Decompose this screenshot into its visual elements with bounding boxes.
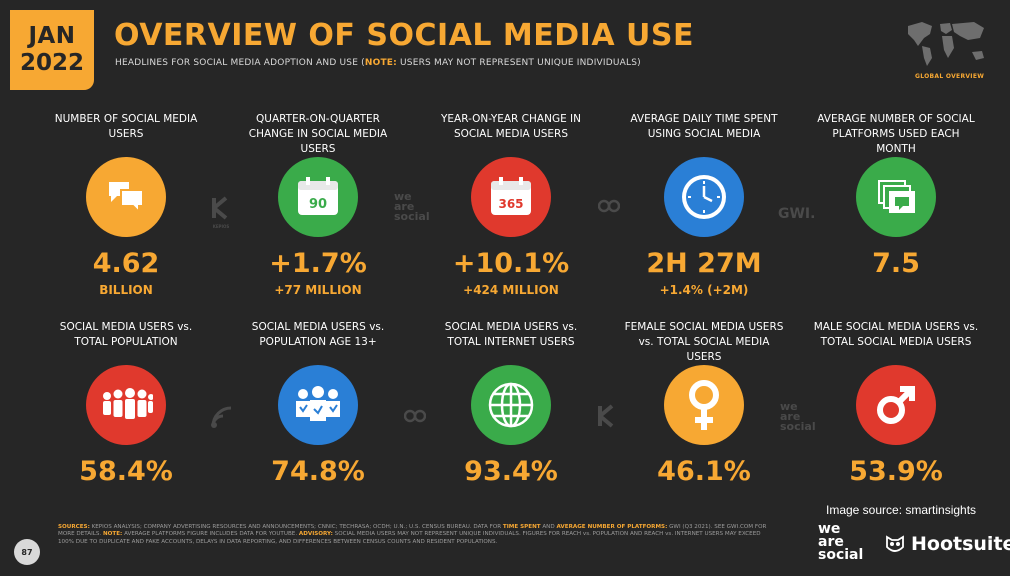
stat-label: SOCIAL MEDIA USERS vs. POPULATION AGE 13… bbox=[251, 321, 385, 348]
stat-male-users: MALE SOCIAL MEDIA USERS vs. TOTAL SOCIAL… bbox=[810, 320, 982, 487]
time-spent-label: TIME SPENT bbox=[502, 524, 541, 530]
stat-label: AVERAGE DAILY TIME SPENT USING SOCIAL ME… bbox=[630, 113, 778, 140]
sources-text: SOURCES: KEPIOS ANALYSIS; COMPANY ADVERT… bbox=[58, 524, 778, 546]
gwi-watermark: GWI. bbox=[778, 206, 816, 222]
avg-number-label: AVERAGE NUMBER OF PLATFORMS: bbox=[556, 524, 668, 530]
stat-social-media-users: NUMBER OF SOCIAL MEDIA USERS 4.62 BILLIO… bbox=[40, 112, 212, 297]
subtitle-note: NOTE: bbox=[364, 58, 397, 68]
world-map-icon bbox=[908, 22, 984, 66]
date-year: 2022 bbox=[19, 50, 84, 76]
stat-value: 74.8% bbox=[271, 456, 365, 487]
section-label: GLOBAL OVERVIEW bbox=[915, 73, 985, 80]
sources-body: KEPIOS ANALYSIS; COMPANY ADVERTISING RES… bbox=[91, 524, 502, 530]
subtitle-pre: HEADLINES FOR SOCIAL MEDIA ADOPTION AND … bbox=[115, 58, 365, 68]
gwi-text: GWI (Q3 2021). SEE GWI.COM FOR MORE DETA… bbox=[58, 524, 767, 538]
calendar-365-icon: 365 bbox=[471, 157, 551, 237]
stat-sub: +77 MILLION bbox=[274, 283, 362, 297]
stat-value: 58.4% bbox=[79, 456, 173, 487]
note-text: AVERAGE PLATFORMS FIGURE INCLUDES DATA F… bbox=[124, 531, 298, 538]
stacked-windows-icon bbox=[856, 157, 936, 237]
we-are-social-watermark: we are social bbox=[394, 190, 430, 223]
calendar-number: 90 bbox=[309, 197, 327, 212]
date-badge: JAN 2022 bbox=[10, 10, 94, 90]
we-are-social-logo: we are social bbox=[818, 521, 864, 563]
stat-vs-population-13: SOCIAL MEDIA USERS vs. POPULATION AGE 13… bbox=[232, 320, 404, 487]
stat-year-change: YEAR-ON-YEAR CHANGE IN SOCIAL MEDIA USER… bbox=[425, 112, 597, 297]
stat-value: 2H 27M bbox=[646, 248, 762, 279]
we-are-social-watermark: we are social bbox=[780, 400, 816, 433]
clock-icon bbox=[664, 157, 744, 237]
and-text: AND bbox=[542, 524, 555, 530]
stat-label: SOCIAL MEDIA USERS vs. TOTAL POPULATION bbox=[59, 321, 193, 348]
stat-label: SOCIAL MEDIA USERS vs. TOTAL INTERNET US… bbox=[444, 321, 578, 348]
stat-vs-internet-users: SOCIAL MEDIA USERS vs. TOTAL INTERNET US… bbox=[425, 320, 597, 487]
stat-sub: BILLION bbox=[99, 283, 153, 297]
date-month: JAN bbox=[28, 23, 76, 49]
signal-watermark-icon bbox=[211, 406, 232, 428]
hootsuite-owl-watermark bbox=[404, 409, 426, 423]
advisory-text: SOCIAL MEDIA USERS MAY NOT REPRESENT UNI… bbox=[58, 531, 761, 545]
hootsuite-logo: Hootsuite bbox=[884, 533, 1010, 555]
subtitle-post: USERS MAY NOT REPRESENT UNIQUE INDIVIDUA… bbox=[396, 58, 641, 68]
stat-sub: +1.4% (+2M) bbox=[659, 283, 749, 297]
sources-label: SOURCES: bbox=[58, 524, 90, 530]
page-title: OVERVIEW OF SOCIAL MEDIA USE bbox=[114, 18, 694, 53]
stat-label: AVERAGE NUMBER OF SOCIAL PLATFORMS USED … bbox=[817, 113, 975, 155]
crowd-icon bbox=[86, 365, 166, 445]
stat-value: 53.9% bbox=[849, 456, 943, 487]
chat-bubbles-icon bbox=[86, 157, 166, 237]
calendar-number: 365 bbox=[498, 197, 523, 211]
calendar-90-icon: 90 bbox=[278, 157, 358, 237]
kepios-watermark bbox=[596, 404, 618, 430]
stat-value: 46.1% bbox=[657, 456, 751, 487]
kepios-label: KEPIOS bbox=[212, 224, 230, 229]
stat-value: 93.4% bbox=[464, 456, 558, 487]
stat-value: 4.62 bbox=[92, 248, 160, 279]
image-source-caption: Image source: smartinsights bbox=[826, 503, 977, 517]
people-group-icon bbox=[278, 365, 358, 445]
stat-label: YEAR-ON-YEAR CHANGE IN SOCIAL MEDIA USER… bbox=[440, 113, 582, 140]
stat-label: QUARTER-ON-QUARTER CHANGE IN SOCIAL MEDI… bbox=[248, 113, 388, 155]
hootsuite-wordmark: Hootsuite bbox=[911, 533, 1010, 555]
male-symbol-icon bbox=[856, 365, 936, 445]
female-symbol-icon bbox=[664, 365, 744, 445]
stat-female-users: FEMALE SOCIAL MEDIA USERS vs. TOTAL SOCI… bbox=[618, 320, 790, 487]
stat-vs-total-population: SOCIAL MEDIA USERS vs. TOTAL POPULATION … bbox=[40, 320, 212, 487]
stat-platforms-used: AVERAGE NUMBER OF SOCIAL PLATFORMS USED … bbox=[810, 112, 982, 279]
stat-value: 7.5 bbox=[872, 248, 920, 279]
stat-quarter-change: QUARTER-ON-QUARTER CHANGE IN SOCIAL MEDI… bbox=[232, 112, 404, 297]
hootsuite-owl-watermark bbox=[598, 199, 620, 213]
page-subtitle: HEADLINES FOR SOCIAL MEDIA ADOPTION AND … bbox=[115, 58, 641, 68]
page-number: 87 bbox=[14, 539, 40, 565]
globe-icon bbox=[471, 365, 551, 445]
stat-sub: +424 MILLION bbox=[463, 283, 559, 297]
kepios-watermark: KEPIOS bbox=[210, 196, 232, 232]
owl-icon bbox=[886, 535, 904, 552]
stat-label: FEMALE SOCIAL MEDIA USERS vs. TOTAL SOCI… bbox=[624, 321, 784, 363]
stat-label: NUMBER OF SOCIAL MEDIA USERS bbox=[54, 113, 198, 140]
stat-daily-time: AVERAGE DAILY TIME SPENT USING SOCIAL ME… bbox=[618, 112, 790, 297]
stat-label: MALE SOCIAL MEDIA USERS vs. TOTAL SOCIAL… bbox=[813, 321, 979, 348]
stat-value: +1.7% bbox=[269, 248, 367, 279]
advisory-label: ADVISORY: bbox=[298, 531, 333, 538]
stat-value: +10.1% bbox=[452, 248, 570, 279]
note-label: NOTE: bbox=[102, 531, 123, 538]
